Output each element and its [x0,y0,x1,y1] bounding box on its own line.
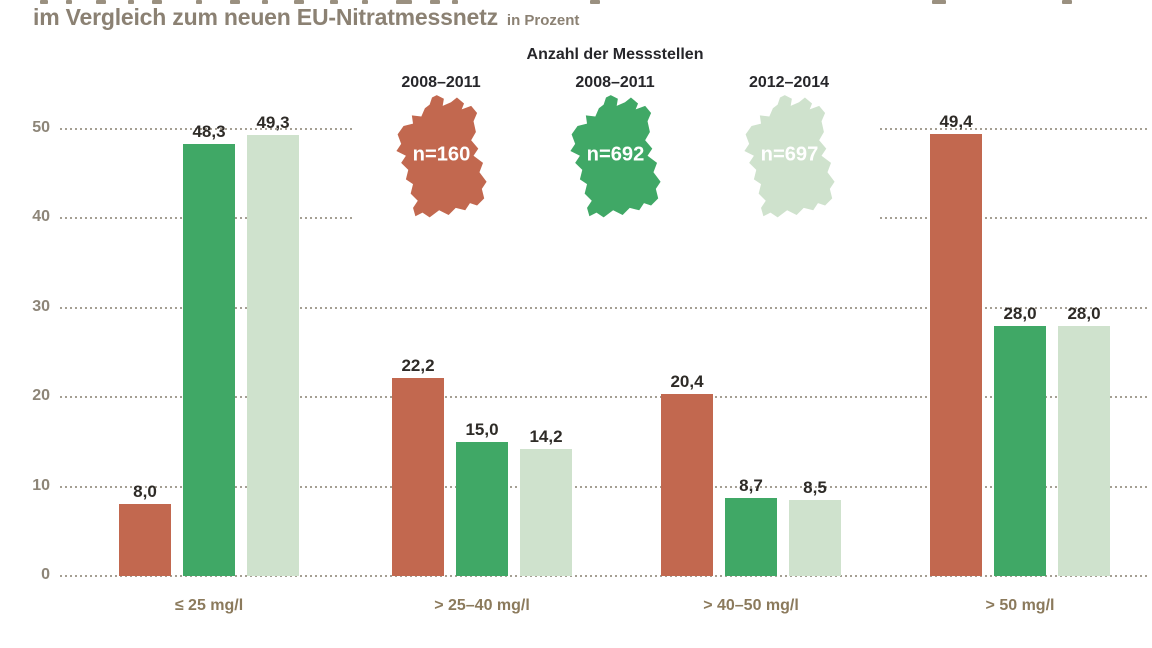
germany-map-shape [743,95,835,218]
legend: Anzahl der Messstellen 2008–2011 n=160 2… [352,40,878,258]
bar-value-label: 28,0 [1003,303,1037,323]
bar-value-label: 49,3 [256,113,290,133]
bar-value-label: 8,7 [739,476,763,496]
legend-period-label: 2012–2014 [748,74,830,91]
germany-map-icon: n=160 [395,95,487,218]
germany-map-shape [395,95,487,218]
cropped-text-fragment [66,0,72,4]
x-axis-category-label: > 50 mg/l [985,597,1055,614]
cropped-text-fragment [932,0,946,4]
legend-item-new-network-2012: 2012–2014 n=697 [715,74,863,234]
bar-value-label: 48,3 [192,122,226,142]
bar [392,377,444,576]
bar [119,504,171,576]
bar [183,144,235,576]
cropped-text-fragment [128,0,134,4]
bar-value-label: 8,5 [803,478,827,497]
germany-map-icon: n=697 [743,95,835,218]
legend-item-new-network-2008: 2008–2011 n=692 [541,74,689,234]
cropped-text-fragment [590,0,600,4]
x-axis-category-label: > 25–40 mg/l [434,597,530,614]
germany-map-icon: n=692 [569,95,661,218]
cropped-text-fragment [452,0,458,4]
bar-value-label: 20,4 [670,371,704,391]
cropped-text-fragment [96,0,106,4]
cropped-text-fragment [430,0,440,4]
x-axis-category-label: > 40–50 mg/l [703,597,799,614]
germany-map-shape [569,95,661,218]
cropped-text-fragment [40,0,48,4]
cropped-text-fragment [196,0,202,4]
bar [1058,325,1110,576]
cropped-text-fragment [330,0,338,4]
y-axis-tick-label: 20 [32,387,50,405]
legend-heading: Anzahl der Messstellen [526,46,704,63]
bar [930,134,982,576]
legend-n-count: n=697 [760,143,818,165]
bar-value-label: 8,0 [133,482,157,502]
cropped-text-fragment [1062,0,1072,4]
legend-period-label: 2008–2011 [575,74,655,91]
y-axis-tick-label: 10 [32,476,50,494]
cropped-text-fragment [262,0,268,4]
bar-value-label: 14,2 [529,427,563,447]
bar [247,135,299,576]
x-axis-category-label: ≤ 25 mg/l [174,597,244,614]
chart-title-unit: in Prozent [506,12,580,29]
gridline [60,396,1150,399]
bar-value-label: 15,0 [465,419,499,439]
bar [520,449,572,576]
legend-n-count: n=692 [586,143,644,165]
bar-value-label: 28,0 [1067,303,1101,323]
y-axis-tick-label: 40 [32,208,50,226]
bar-value-label: 49,4 [939,112,973,132]
gridline [60,306,1150,309]
bar [994,325,1046,576]
bar [789,500,841,576]
legend-n-count: n=160 [412,143,470,165]
bar [456,441,508,576]
y-axis-tick-label: 0 [41,566,50,583]
bar [661,393,713,576]
y-axis-tick-label: 50 [32,119,50,136]
cropped-text-fragment [396,0,412,4]
legend-items: 2008–2011 n=160 2008–2011 n=692 2012–201… [352,74,878,234]
gridline [60,575,1150,577]
cropped-text-fragment [362,0,368,4]
cropped-text-fragment [152,0,162,4]
bar-value-label: 22,2 [401,355,435,375]
chart-title: im Vergleich zum neuen EU-Nitratmessnetz… [33,4,579,31]
legend-item-old-network: 2008–2011 n=160 [367,74,515,234]
y-axis-tick-label: 30 [32,297,50,315]
cropped-text-fragment [230,0,240,4]
legend-period-label: 2008–2011 [401,74,481,91]
cropped-text-fragment [294,0,304,4]
gridline [60,485,1150,488]
chart-title-text: im Vergleich zum neuen EU-Nitratmessnetz [33,4,498,30]
bar [725,498,777,576]
